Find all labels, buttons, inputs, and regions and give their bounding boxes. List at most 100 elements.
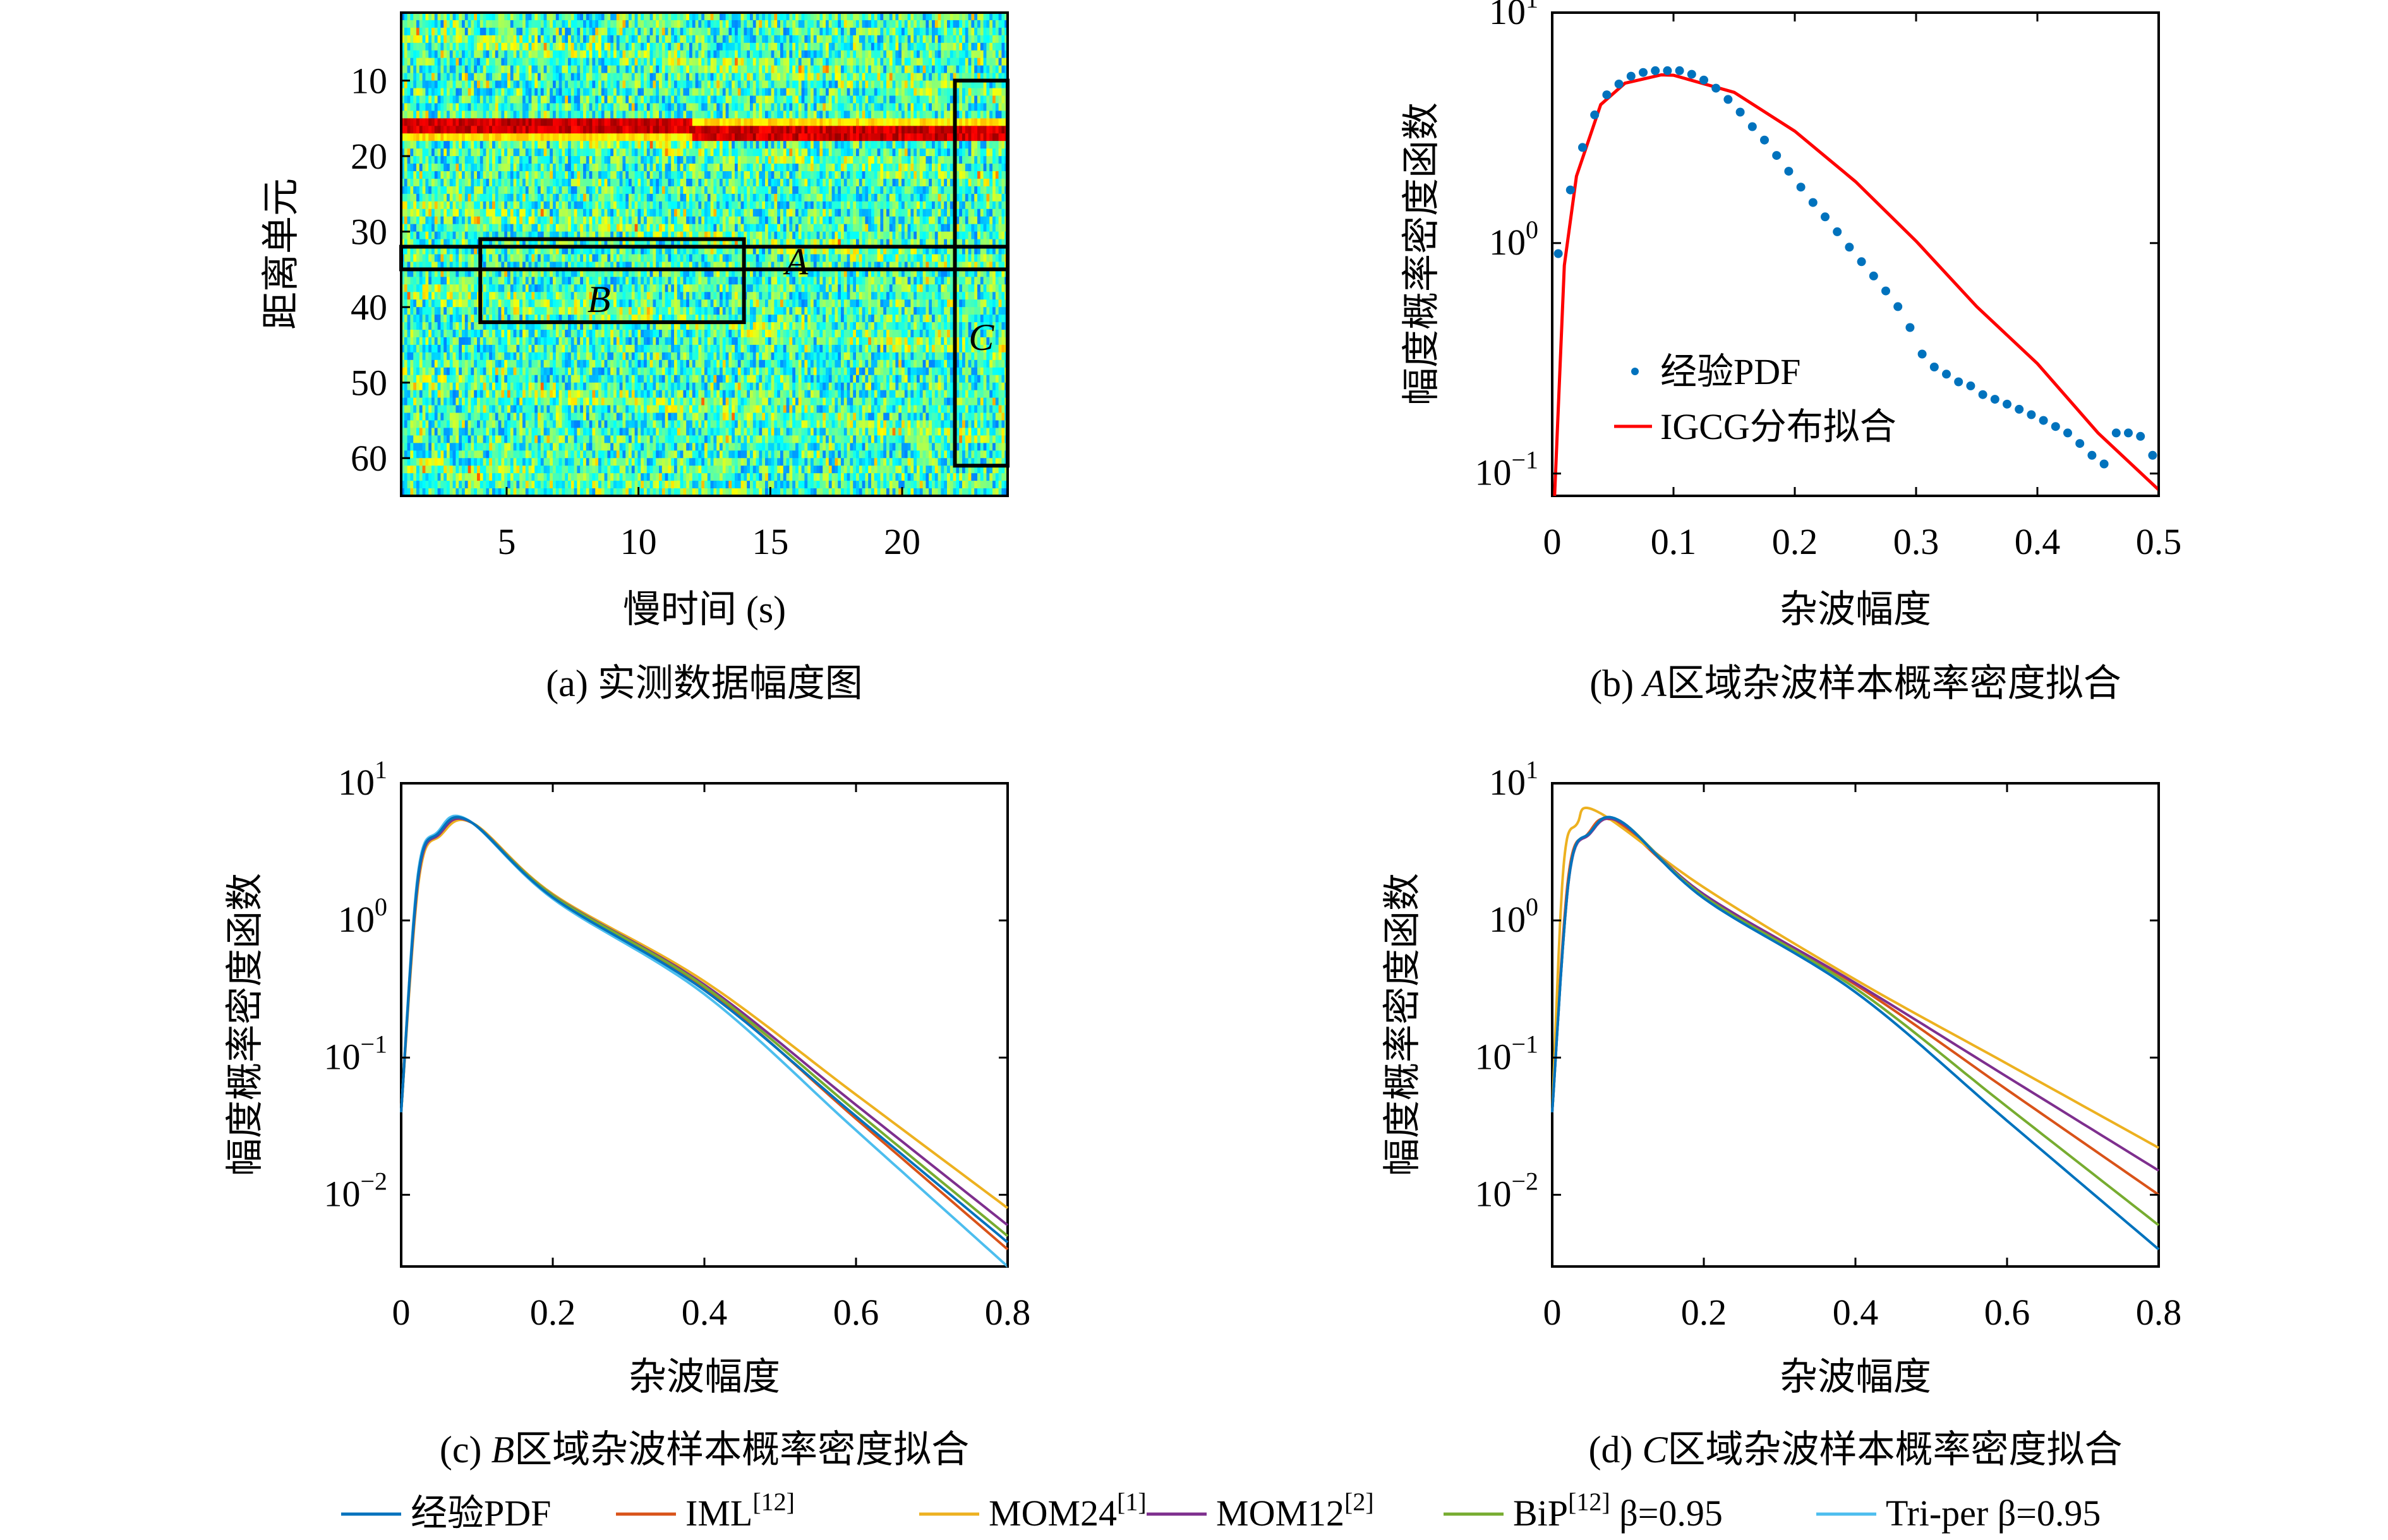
heatmap-cell	[828, 95, 833, 104]
heatmap-cell	[843, 118, 848, 126]
heatmap-cell	[704, 13, 708, 21]
heatmap-cell	[528, 80, 532, 89]
heatmap-cell	[838, 103, 841, 111]
heatmap-cell	[637, 95, 641, 104]
heatmap-cell	[892, 126, 896, 134]
heatmap-cell	[813, 103, 817, 111]
heatmap-cell	[416, 50, 420, 59]
heatmap-cell	[583, 186, 587, 195]
heatmap-cell	[598, 20, 602, 28]
heatmap-cell	[501, 148, 505, 157]
heatmap-cell	[944, 164, 948, 172]
heatmap-cell	[947, 80, 951, 89]
heatmap-cell	[452, 27, 456, 36]
heatmap-cell	[950, 88, 954, 97]
heatmap-cell	[501, 171, 505, 179]
heatmap-cell	[674, 20, 678, 28]
heatmap-cell	[874, 27, 878, 36]
heatmap-cell	[522, 103, 526, 111]
heatmap-cell	[447, 13, 450, 21]
heatmap-cell	[434, 141, 438, 149]
heatmap-cell	[826, 118, 829, 126]
heatmap-cell	[965, 73, 969, 81]
heatmap-cell	[616, 88, 620, 97]
heatmap-cell	[735, 20, 739, 28]
heatmap-cell	[604, 178, 608, 187]
heatmap-cell	[577, 133, 581, 141]
heatmap-cell	[950, 148, 954, 157]
heatmap-cell	[459, 95, 462, 104]
heatmap-cell	[401, 73, 405, 81]
heatmap-cell	[816, 126, 820, 134]
heatmap-cell	[750, 178, 754, 187]
heatmap-cells	[401, 13, 1008, 496]
heatmap-cell	[792, 80, 796, 89]
heatmap-cell	[598, 193, 602, 202]
heatmap-cell	[656, 95, 660, 104]
heatmap-cell	[401, 65, 405, 74]
heatmap-cell	[728, 126, 732, 134]
heatmap-cell	[507, 103, 511, 111]
heatmap-cell	[659, 20, 663, 28]
heatmap-cell	[522, 171, 526, 179]
heatmap-cell	[504, 13, 508, 21]
heatmap-cell	[750, 80, 754, 89]
heatmap-cell	[728, 57, 732, 66]
heatmap-cell	[486, 164, 490, 172]
heatmap-cell	[883, 80, 887, 89]
heatmap-cell	[407, 141, 411, 149]
heatmap-cell	[783, 80, 787, 89]
heatmap-cell	[598, 133, 602, 141]
heatmap-cell	[886, 148, 890, 157]
heatmap-cell	[538, 133, 541, 141]
heatmap-cell	[786, 95, 790, 104]
heatmap-cell	[522, 156, 526, 164]
heatmap-cell	[843, 73, 848, 81]
heatmap-cell	[843, 133, 848, 141]
heatmap-cell	[917, 126, 920, 134]
heatmap-cell	[498, 133, 502, 141]
heatmap-cell	[902, 20, 905, 28]
heatmap-cell	[443, 186, 447, 195]
heatmap-cell	[886, 171, 890, 179]
heatmap-cell	[607, 148, 611, 157]
heatmap-cell	[604, 73, 608, 81]
heatmap-cell	[543, 156, 547, 164]
heatmap-cell	[995, 20, 999, 28]
heatmap-cell	[789, 73, 793, 81]
heatmap-cell	[580, 171, 584, 179]
heatmap-cell	[610, 103, 614, 111]
heatmap-cell	[831, 141, 835, 149]
heatmap-cell	[464, 178, 469, 187]
heatmap-cell	[589, 42, 593, 51]
heatmap-cell	[740, 95, 744, 104]
heatmap-cell	[562, 126, 565, 134]
heatmap-cell	[768, 35, 772, 44]
heatmap-cell	[613, 35, 617, 44]
heatmap-cell	[737, 20, 742, 28]
heatmap-cell	[795, 103, 799, 111]
heatmap-cell	[795, 13, 799, 21]
heatmap-cell	[525, 103, 529, 111]
heatmap-cell	[565, 57, 569, 66]
heatmap-cell	[653, 141, 656, 149]
heatmap-cell	[443, 118, 447, 126]
heatmap-cell	[725, 118, 729, 126]
heatmap-cell	[1001, 20, 1005, 28]
heatmap-cell	[953, 35, 956, 44]
heatmap-cell	[540, 171, 545, 179]
heatmap-cell	[895, 20, 899, 28]
heatmap-cell	[613, 171, 617, 179]
heatmap-cell	[831, 42, 835, 51]
heatmap-cell	[538, 156, 541, 164]
heatmap-cell	[631, 103, 636, 111]
heatmap-cell	[798, 35, 802, 44]
heatmap-cell	[598, 95, 602, 104]
heatmap-cell	[422, 164, 426, 172]
heatmap-cell	[995, 80, 999, 89]
heatmap-cell	[910, 171, 914, 179]
heatmap-cell	[956, 13, 960, 21]
heatmap-cell	[644, 133, 648, 141]
heatmap-cell	[947, 50, 951, 59]
heatmap-cell	[950, 118, 954, 126]
